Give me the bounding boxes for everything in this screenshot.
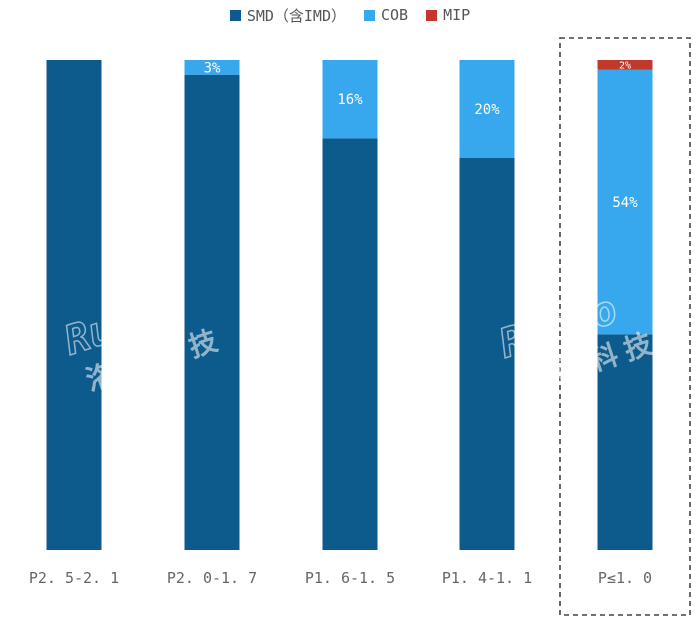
legend-swatch-smd <box>229 9 241 21</box>
x-tick-label: P2. 5-2. 1 <box>29 569 119 587</box>
x-tick-label: P1. 4-1. 1 <box>442 569 532 587</box>
data-label: 2% <box>619 61 631 72</box>
bar-segment-cob-1 <box>184 60 240 75</box>
legend-label-cob: COB <box>381 6 409 24</box>
bar-segment-mip-4 <box>597 60 653 70</box>
bar-segment-smdimd-3 <box>459 158 515 550</box>
legend-item-cob: COB <box>364 6 408 24</box>
legend: SMD（含IMD） COB MIP <box>0 4 700 26</box>
highlight-box <box>559 37 691 616</box>
legend-swatch-cob <box>364 9 375 21</box>
data-label: 54% <box>612 195 638 211</box>
bar-segment-smdimd-4 <box>597 334 653 550</box>
data-label: 3% <box>204 60 221 76</box>
bar-segment-smdimd-2 <box>322 138 378 550</box>
bar-segment-cob-4 <box>597 69 653 335</box>
bar-segment-cob-2 <box>322 60 378 139</box>
legend-swatch-mip <box>426 9 438 21</box>
bar-segment-smdimd-0 <box>46 60 102 550</box>
data-label: 16% <box>337 92 363 108</box>
x-tick-label: P≤1. 0 <box>598 569 652 587</box>
data-label: 20% <box>474 102 500 118</box>
legend-item-mip: MIP <box>426 6 470 24</box>
x-tick-label: P2. 0-1. 7 <box>167 569 257 587</box>
x-tick-label: P1. 6-1. 5 <box>305 569 395 587</box>
legend-label-mip: MIP <box>443 6 471 24</box>
legend-label-smd: SMD（含IMD） <box>246 6 346 25</box>
bar-segment-cob-3 <box>459 60 515 158</box>
legend-item-smd: SMD（含IMD） <box>229 5 346 26</box>
bar-segment-smdimd-1 <box>184 74 240 550</box>
